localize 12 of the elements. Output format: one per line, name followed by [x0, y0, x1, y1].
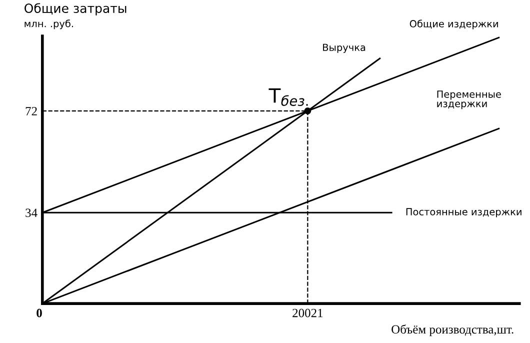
series-label: Постоянные издержки [406, 208, 522, 218]
y-axis-title: Общие затраты [24, 3, 126, 16]
y-tick-label: 34 [26, 208, 38, 218]
y-tick-label: 72 [26, 106, 37, 116]
x-tick-label: 20021 [292, 308, 323, 318]
x-axis-title: Объём роизводства,шт. [392, 324, 514, 336]
text: Переменные издержки [437, 90, 501, 110]
annotation: T$_{без.}$ [268, 88, 308, 106]
series-label: Общие издержки [410, 20, 498, 30]
x-tick-label: 0 [36, 308, 42, 318]
series-label: Выручка [323, 44, 366, 53]
text: млн. .руб. [24, 20, 73, 30]
